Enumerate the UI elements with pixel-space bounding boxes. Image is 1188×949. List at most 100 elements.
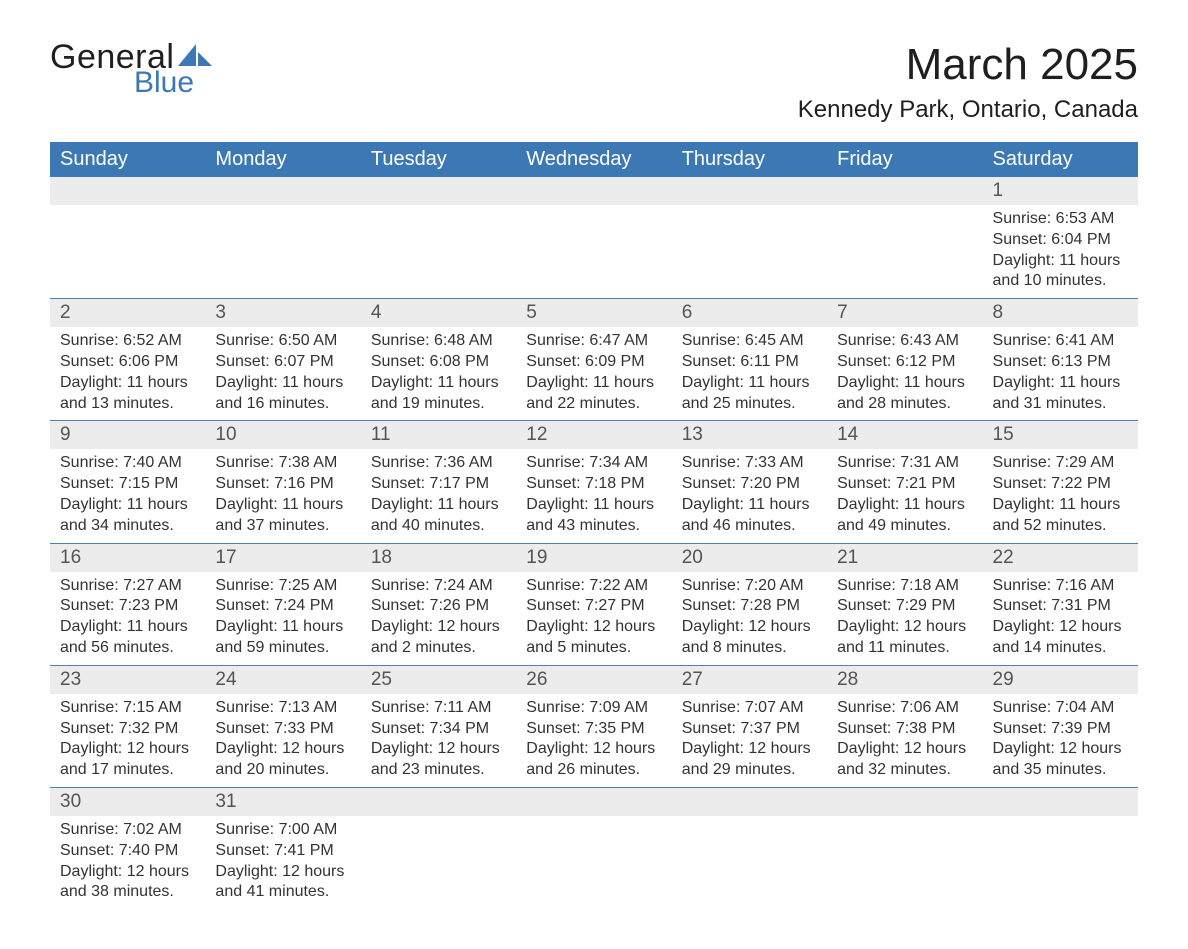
daylight-text-2: and 8 minutes. <box>682 638 817 659</box>
sunset-text: Sunset: 6:07 PM <box>215 352 350 373</box>
daylight-text-2: and 59 minutes. <box>215 638 350 659</box>
day-cell: Sunrise: 6:52 AMSunset: 6:06 PMDaylight:… <box>50 327 205 421</box>
day-number: 25 <box>361 665 516 694</box>
day-header: Monday <box>205 142 360 177</box>
day-number: 18 <box>361 543 516 572</box>
sunrise-text: Sunrise: 7:09 AM <box>526 698 661 719</box>
day-number: 10 <box>205 421 360 450</box>
daylight-text-2: and 23 minutes. <box>371 760 506 781</box>
daylight-text: Daylight: 11 hours <box>837 495 972 516</box>
sunset-text: Sunset: 7:22 PM <box>993 474 1128 495</box>
daylight-text-2: and 43 minutes. <box>526 516 661 537</box>
sunrise-text: Sunrise: 7:15 AM <box>60 698 195 719</box>
daynum-row: 2345678 <box>50 299 1138 328</box>
day-number: 4 <box>361 299 516 328</box>
daylight-text-2: and 16 minutes. <box>215 394 350 415</box>
sunrise-text: Sunrise: 7:33 AM <box>682 453 817 474</box>
info-row: Sunrise: 7:40 AMSunset: 7:15 PMDaylight:… <box>50 449 1138 543</box>
day-cell: Sunrise: 6:45 AMSunset: 6:11 PMDaylight:… <box>672 327 827 421</box>
month-title: March 2025 <box>798 40 1138 90</box>
day-cell: Sunrise: 6:48 AMSunset: 6:08 PMDaylight:… <box>361 327 516 421</box>
sunset-text: Sunset: 6:06 PM <box>60 352 195 373</box>
daynum-row: 9101112131415 <box>50 421 1138 450</box>
day-number: 7 <box>827 299 982 328</box>
daylight-text-2: and 52 minutes. <box>993 516 1128 537</box>
day-number: 24 <box>205 665 360 694</box>
sunset-text: Sunset: 7:35 PM <box>526 719 661 740</box>
day-header: Wednesday <box>516 142 671 177</box>
day-number: 30 <box>50 787 205 816</box>
sunset-text: Sunset: 7:31 PM <box>993 596 1128 617</box>
daylight-text: Daylight: 12 hours <box>993 739 1128 760</box>
day-cell: Sunrise: 7:29 AMSunset: 7:22 PMDaylight:… <box>983 449 1138 543</box>
daylight-text: Daylight: 12 hours <box>993 617 1128 638</box>
sunrise-text: Sunrise: 7:31 AM <box>837 453 972 474</box>
day-cell <box>983 816 1138 909</box>
sunset-text: Sunset: 7:17 PM <box>371 474 506 495</box>
daylight-text-2: and 11 minutes. <box>837 638 972 659</box>
title-block: March 2025 Kennedy Park, Ontario, Canada <box>798 40 1138 124</box>
daylight-text: Daylight: 11 hours <box>60 373 195 394</box>
day-number: 15 <box>983 421 1138 450</box>
day-number: 27 <box>672 665 827 694</box>
day-cell: Sunrise: 7:15 AMSunset: 7:32 PMDaylight:… <box>50 694 205 788</box>
day-number: 31 <box>205 787 360 816</box>
sunrise-text: Sunrise: 7:13 AM <box>215 698 350 719</box>
day-cell: Sunrise: 7:36 AMSunset: 7:17 PMDaylight:… <box>361 449 516 543</box>
day-cell <box>516 816 671 909</box>
sunrise-text: Sunrise: 6:48 AM <box>371 331 506 352</box>
day-number: 28 <box>827 665 982 694</box>
header: General Blue March 2025 Kennedy Park, On… <box>50 40 1138 124</box>
daylight-text-2: and 41 minutes. <box>215 882 350 903</box>
day-number <box>516 787 671 816</box>
daylight-text: Daylight: 12 hours <box>526 617 661 638</box>
daylight-text-2: and 14 minutes. <box>993 638 1128 659</box>
day-cell: Sunrise: 7:25 AMSunset: 7:24 PMDaylight:… <box>205 572 360 666</box>
daylight-text: Daylight: 12 hours <box>371 739 506 760</box>
sunrise-text: Sunrise: 6:43 AM <box>837 331 972 352</box>
daylight-text-2: and 28 minutes. <box>837 394 972 415</box>
sunrise-text: Sunrise: 7:16 AM <box>993 576 1128 597</box>
daylight-text-2: and 38 minutes. <box>60 882 195 903</box>
day-cell <box>516 205 671 299</box>
sunrise-text: Sunrise: 6:47 AM <box>526 331 661 352</box>
day-number: 22 <box>983 543 1138 572</box>
sunrise-text: Sunrise: 7:00 AM <box>215 820 350 841</box>
brand-logo: General Blue <box>50 40 212 98</box>
sunrise-text: Sunrise: 7:20 AM <box>682 576 817 597</box>
sunrise-text: Sunrise: 7:25 AM <box>215 576 350 597</box>
daylight-text: Daylight: 12 hours <box>526 739 661 760</box>
day-header: Tuesday <box>361 142 516 177</box>
day-number <box>361 177 516 205</box>
daylight-text: Daylight: 11 hours <box>993 495 1128 516</box>
info-row: Sunrise: 6:52 AMSunset: 6:06 PMDaylight:… <box>50 327 1138 421</box>
daylight-text: Daylight: 11 hours <box>60 495 195 516</box>
info-row: Sunrise: 7:02 AMSunset: 7:40 PMDaylight:… <box>50 816 1138 909</box>
day-cell: Sunrise: 6:50 AMSunset: 6:07 PMDaylight:… <box>205 327 360 421</box>
day-header: Sunday <box>50 142 205 177</box>
day-cell: Sunrise: 7:06 AMSunset: 7:38 PMDaylight:… <box>827 694 982 788</box>
daylight-text-2: and 10 minutes. <box>993 271 1128 292</box>
sunset-text: Sunset: 7:28 PM <box>682 596 817 617</box>
day-number: 26 <box>516 665 671 694</box>
sunset-text: Sunset: 7:34 PM <box>371 719 506 740</box>
daylight-text-2: and 13 minutes. <box>60 394 195 415</box>
daynum-row: 23242526272829 <box>50 665 1138 694</box>
day-header: Friday <box>827 142 982 177</box>
daylight-text: Daylight: 11 hours <box>682 495 817 516</box>
day-number: 17 <box>205 543 360 572</box>
day-number: 13 <box>672 421 827 450</box>
sunrise-text: Sunrise: 6:45 AM <box>682 331 817 352</box>
daylight-text-2: and 49 minutes. <box>837 516 972 537</box>
day-number: 9 <box>50 421 205 450</box>
sunrise-text: Sunrise: 7:22 AM <box>526 576 661 597</box>
sunrise-text: Sunrise: 7:29 AM <box>993 453 1128 474</box>
day-cell: Sunrise: 7:34 AMSunset: 7:18 PMDaylight:… <box>516 449 671 543</box>
daylight-text-2: and 2 minutes. <box>371 638 506 659</box>
daylight-text-2: and 17 minutes. <box>60 760 195 781</box>
daylight-text: Daylight: 11 hours <box>993 373 1128 394</box>
sunset-text: Sunset: 7:32 PM <box>60 719 195 740</box>
daylight-text-2: and 40 minutes. <box>371 516 506 537</box>
day-number <box>827 177 982 205</box>
daynum-row: 16171819202122 <box>50 543 1138 572</box>
